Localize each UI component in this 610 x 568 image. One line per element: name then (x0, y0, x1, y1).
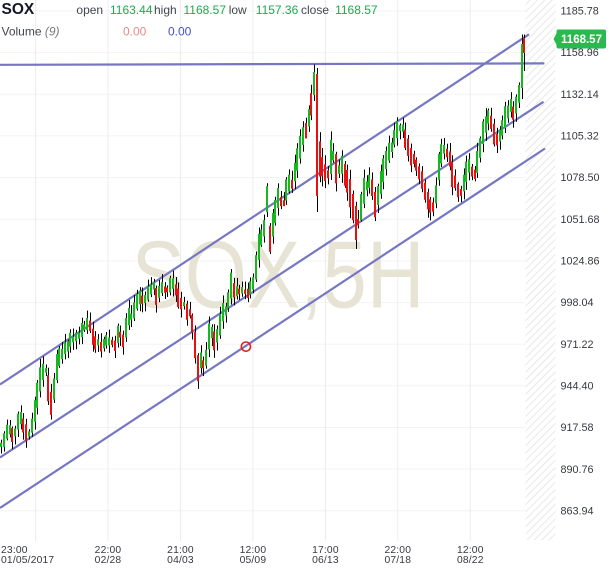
svg-text:1051.68: 1051.68 (561, 214, 600, 226)
svg-text:1157.36: 1157.36 (256, 3, 299, 17)
svg-text:863.94: 863.94 (561, 505, 594, 517)
svg-text:22:00: 22:00 (384, 545, 411, 556)
svg-text:Volume (9): Volume (9) (2, 24, 60, 38)
svg-text:1024.86: 1024.86 (561, 256, 600, 268)
svg-text:12:00: 12:00 (240, 545, 267, 556)
svg-text:23:00: 23:00 (1, 545, 28, 556)
svg-text:0.00: 0.00 (123, 24, 147, 38)
svg-text:1168.57: 1168.57 (335, 3, 378, 17)
svg-text:low: low (229, 3, 247, 17)
svg-text:04/03: 04/03 (167, 555, 194, 566)
svg-text:944.40: 944.40 (561, 380, 594, 392)
svg-text:22:00: 22:00 (95, 545, 122, 556)
svg-text:close: close (301, 3, 329, 17)
svg-text:02/28: 02/28 (95, 555, 122, 566)
svg-text:890.76: 890.76 (561, 464, 594, 476)
svg-text:SOX: SOX (2, 1, 35, 18)
svg-text:open: open (76, 3, 103, 17)
svg-text:971.22: 971.22 (561, 339, 594, 351)
svg-text:1132.14: 1132.14 (561, 89, 599, 101)
svg-text:21:00: 21:00 (167, 545, 194, 556)
svg-text:1168.57: 1168.57 (561, 34, 602, 46)
svg-text:05/09: 05/09 (240, 555, 267, 566)
svg-text:1105.32: 1105.32 (561, 131, 599, 143)
svg-text:1158.96: 1158.96 (561, 47, 599, 59)
svg-text:0.00: 0.00 (168, 24, 192, 38)
svg-text:08/22: 08/22 (457, 555, 484, 566)
svg-text:01/05/2017: 01/05/2017 (1, 555, 54, 566)
svg-text:1168.57: 1168.57 (184, 3, 227, 17)
svg-text:high: high (154, 3, 177, 17)
svg-text:917.58: 917.58 (561, 422, 594, 434)
svg-text:1185.78: 1185.78 (561, 6, 599, 18)
svg-text:1163.44: 1163.44 (110, 3, 153, 17)
svg-text:06/13: 06/13 (312, 555, 339, 566)
svg-text:1078.50: 1078.50 (561, 172, 600, 184)
svg-text:17:00: 17:00 (312, 545, 339, 556)
svg-text:998.04: 998.04 (561, 297, 594, 309)
svg-text:07/18: 07/18 (384, 555, 411, 566)
svg-text:12:00: 12:00 (457, 545, 484, 556)
